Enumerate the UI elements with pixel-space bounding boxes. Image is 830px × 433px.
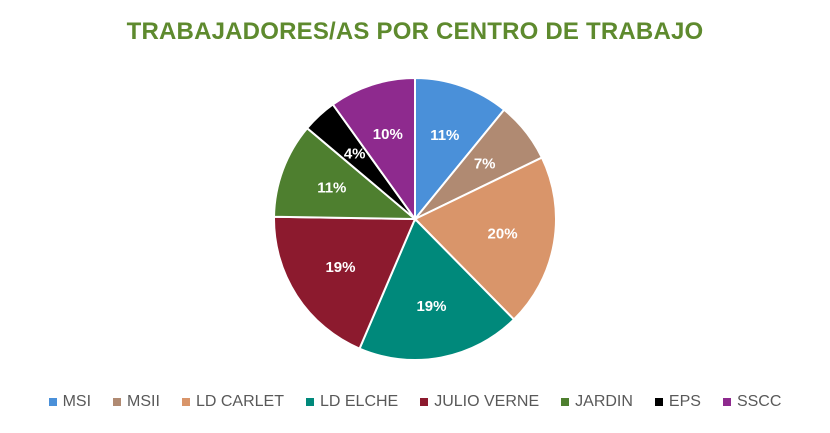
legend-label: LD CARLET bbox=[195, 393, 284, 410]
data-label-msi: 11% bbox=[430, 127, 459, 144]
data-label-jardin: 11% bbox=[317, 179, 346, 196]
legend-swatch bbox=[113, 398, 122, 406]
legend-swatch bbox=[722, 398, 731, 406]
legend-label: MSI bbox=[62, 393, 92, 410]
pie-slice-sscc bbox=[331, 76, 416, 223]
legend-item-msii: MSII bbox=[113, 393, 160, 411]
legend-label: JARDIN bbox=[575, 393, 633, 410]
legend-swatch bbox=[654, 398, 663, 406]
chart-title: TRABAJADORES/AS POR CENTRO DE TRABAJO bbox=[126, 18, 704, 45]
legend-item-msi: MSI bbox=[48, 393, 92, 411]
legend-item-ld-elche: LD ELCHE bbox=[305, 393, 399, 411]
data-label-ld-elche: 19% bbox=[416, 298, 446, 315]
legend-item-jardin: JARDIN bbox=[561, 393, 633, 411]
data-label-ld-carlet: 20% bbox=[488, 226, 518, 243]
legend-label: LD ELCHE bbox=[319, 393, 399, 410]
pie-slice-julio-verne bbox=[273, 215, 417, 350]
pie-slice-ld-elche bbox=[358, 217, 516, 361]
pie-slice-msi bbox=[414, 76, 506, 222]
chart-legend: MSI MSII LD CARLET LD ELCHE JULIO VERNE JARDI… bbox=[0, 393, 830, 411]
data-label-eps: 4% bbox=[344, 145, 366, 162]
legend-swatch bbox=[420, 398, 429, 406]
data-label-msii: 7% bbox=[474, 155, 496, 172]
legend-item-sscc: SSCC bbox=[722, 393, 782, 411]
legend-swatch bbox=[48, 398, 57, 406]
legend-label: SSCC bbox=[736, 393, 782, 410]
legend-swatch bbox=[181, 398, 190, 406]
legend-label: JULIO VERNE bbox=[434, 393, 540, 410]
pie-slice-ld-carlet bbox=[413, 156, 557, 321]
pie-slice-jardin bbox=[273, 126, 418, 221]
legend-item-julio-verne: JULIO VERNE bbox=[420, 393, 539, 411]
data-label-julio-verne: 19% bbox=[325, 259, 355, 276]
legend-swatch bbox=[561, 398, 570, 406]
legend-label: EPS bbox=[668, 393, 701, 410]
data-label-sscc: 10% bbox=[373, 126, 403, 143]
legend-item-ld-carlet: LD CARLET bbox=[181, 393, 284, 411]
legend-item-eps: EPS bbox=[654, 393, 701, 411]
legend-label: MSII bbox=[127, 393, 160, 410]
legend-swatch bbox=[305, 398, 314, 406]
